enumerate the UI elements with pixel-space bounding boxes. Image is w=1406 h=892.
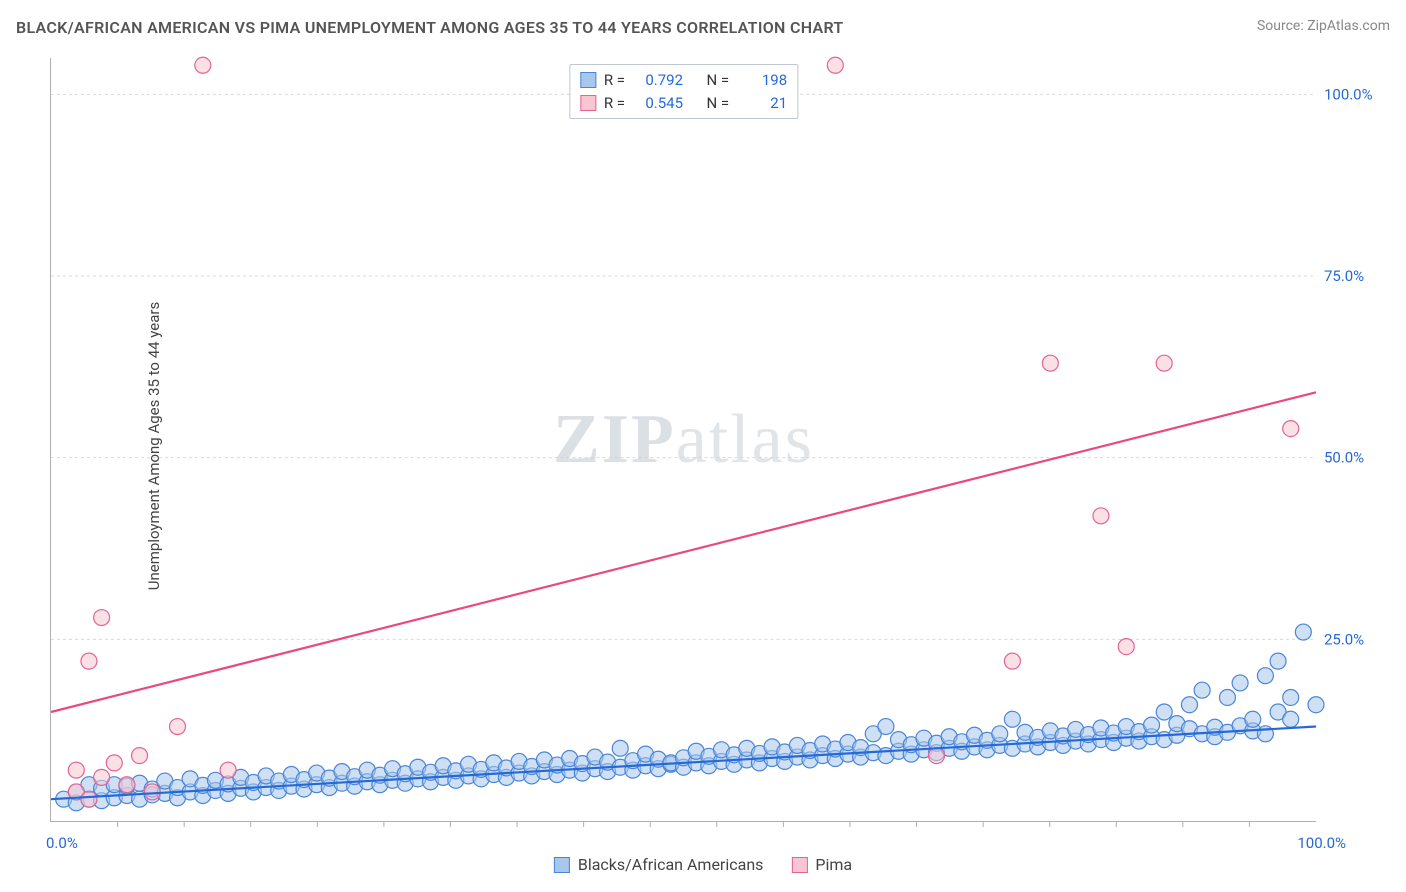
data-point-blue [1194, 682, 1210, 698]
data-point-pink [170, 719, 186, 735]
data-point-blue [992, 726, 1008, 742]
plot-area: 25.0%50.0%75.0%100.0% ZIPatlas R = 0.792… [50, 58, 1316, 822]
data-point-pink [106, 755, 122, 771]
data-point-pink [827, 57, 843, 73]
data-point-pink [132, 748, 148, 764]
x-axis-min-label: 0.0% [46, 834, 78, 852]
y-tick-label: 100.0% [1324, 85, 1373, 103]
data-point-blue [612, 740, 628, 756]
swatch-blue-icon [580, 72, 596, 88]
data-point-blue [1283, 711, 1299, 727]
legend-item-pink: Pima [791, 855, 852, 874]
chart-title: BLACK/AFRICAN AMERICAN VS PIMA UNEMPLOYM… [16, 18, 844, 37]
data-point-blue [1219, 689, 1235, 705]
data-point-blue [1156, 704, 1172, 720]
series-legend: Blacks/African Americans Pima [554, 855, 852, 874]
source-attribution: Source: ZipAtlas.com [1257, 18, 1390, 37]
trend-line-blue [51, 727, 1316, 800]
data-point-blue [1004, 711, 1020, 727]
data-point-pink [68, 762, 84, 778]
data-point-pink [1004, 653, 1020, 669]
data-point-blue [1308, 697, 1324, 713]
data-point-blue [878, 719, 894, 735]
swatch-pink-icon [791, 857, 807, 873]
correlation-legend: R = 0.792 N = 198 R = 0.545 N = 21 [569, 64, 798, 119]
correlation-row-blue: R = 0.792 N = 198 [580, 69, 787, 92]
data-point-pink [144, 784, 160, 800]
y-tick-label: 25.0% [1324, 630, 1364, 648]
data-point-blue [1232, 675, 1248, 691]
legend-label: Pima [815, 855, 852, 874]
data-point-pink [1156, 355, 1172, 371]
data-point-blue [1144, 717, 1160, 733]
swatch-blue-icon [554, 857, 570, 873]
data-point-blue [1270, 653, 1286, 669]
data-point-pink [929, 748, 945, 764]
data-point-pink [1283, 421, 1299, 437]
data-point-pink [119, 777, 135, 793]
data-point-blue [1295, 624, 1311, 640]
y-tick-label: 75.0% [1324, 267, 1364, 285]
data-point-pink [1093, 508, 1109, 524]
data-point-blue [1182, 697, 1198, 713]
swatch-pink-icon [580, 95, 596, 111]
source-prefix: Source: [1257, 18, 1307, 34]
source-link[interactable]: ZipAtlas.com [1307, 18, 1390, 34]
data-point-pink [94, 769, 110, 785]
data-point-pink [195, 57, 211, 73]
data-point-pink [81, 791, 97, 807]
trend-line-pink [51, 392, 1316, 712]
legend-item-blue: Blacks/African Americans [554, 855, 764, 874]
y-tick-label: 50.0% [1324, 449, 1364, 467]
data-point-pink [81, 653, 97, 669]
scatter-chart: 25.0%50.0%75.0%100.0% [51, 58, 1316, 821]
correlation-row-pink: R = 0.545 N = 21 [580, 92, 787, 115]
x-axis-max-label: 100.0% [1297, 834, 1346, 852]
data-point-pink [1118, 639, 1134, 655]
data-point-blue [1245, 711, 1261, 727]
data-point-blue [1257, 668, 1273, 684]
data-point-pink [94, 610, 110, 626]
legend-label: Blacks/African Americans [578, 855, 764, 874]
data-point-blue [1283, 689, 1299, 705]
data-point-pink [1042, 355, 1058, 371]
data-point-pink [220, 762, 236, 778]
